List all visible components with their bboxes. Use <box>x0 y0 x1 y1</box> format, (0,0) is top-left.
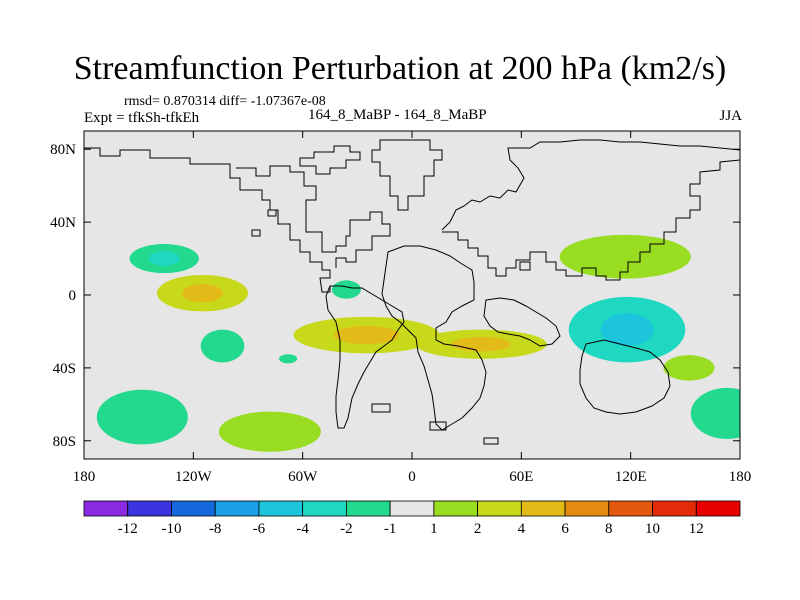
y-tick-label: 40S <box>53 361 76 377</box>
colorbar-label: 8 <box>605 521 613 537</box>
coastline-island-1 <box>267 209 277 217</box>
coastline-arabia-india <box>483 297 561 347</box>
colorbar-label: -12 <box>118 521 138 537</box>
colorbar-swatch <box>608 500 653 517</box>
coastline-africa <box>381 245 487 431</box>
coastline-arctic-islands <box>299 145 361 175</box>
coastline-antarctic-peninsula <box>371 403 391 413</box>
colorbar-label: -4 <box>296 521 309 537</box>
coastline-island-2 <box>251 229 261 237</box>
y-tick-label: 40N <box>50 215 76 231</box>
anomaly-core-2 <box>181 284 223 303</box>
x-axis: 180 120W 60W 0 60E 120E 180 <box>73 131 752 485</box>
anomaly-region-4 <box>278 354 298 364</box>
colorbar-label: -8 <box>209 521 222 537</box>
y-tick-label: 80S <box>53 434 76 450</box>
experiment-label: Expt = tfkSh-tfkEh <box>84 110 200 126</box>
x-tick-label: 0 <box>408 469 416 485</box>
colorbar-swatch <box>345 500 391 517</box>
x-tick-label: 60E <box>509 469 533 485</box>
chart-title: Streamfunction Perturbation at 200 hPa (… <box>73 50 727 87</box>
anomaly-region-12 <box>663 355 715 381</box>
anomaly-core-11 <box>600 313 654 347</box>
anomaly-core-6 <box>333 325 400 345</box>
colorbar-label: 6 <box>561 521 569 537</box>
anomaly-region-9 <box>218 411 321 452</box>
x-tick-label: 180 <box>729 469 752 485</box>
x-tick-label: 180 <box>73 469 96 485</box>
colorbar: -12 -10 -8 -6 -4 -2 -1 1 2 4 6 8 10 12 <box>83 500 741 537</box>
colorbar-label: -6 <box>253 521 266 537</box>
colorbar-swatch <box>695 500 741 517</box>
anomaly-core-7 <box>451 336 511 352</box>
anomaly-region-8 <box>96 389 188 445</box>
y-tick-label: 80N <box>50 142 76 158</box>
anomaly-region-13 <box>690 387 740 439</box>
stats-text: rmsd= 0.870314 diff= -1.07367e-08 <box>124 94 326 109</box>
x-tick-label: 60W <box>288 469 318 485</box>
coastline-layer <box>84 139 740 445</box>
anomaly-core-1 <box>148 251 180 266</box>
colorbar-label: -2 <box>340 521 353 537</box>
anomaly-region-5 <box>331 280 361 299</box>
x-tick-label: 120E <box>615 469 647 485</box>
coastline-island-3 <box>519 261 531 271</box>
colorbar-swatch <box>302 500 347 517</box>
coastline-north-america-east <box>236 165 391 268</box>
colorbar-label: 1 <box>430 521 438 537</box>
season-label: JJA <box>719 108 742 124</box>
colorbar-swatch <box>171 500 216 517</box>
colorbar-label: 10 <box>645 521 660 537</box>
colorbar-swatch <box>520 500 566 517</box>
colorbar-swatch <box>214 500 260 517</box>
colorbar-swatch <box>652 500 697 517</box>
colorbar-swatch <box>433 500 479 517</box>
colorbar-swatch <box>389 500 435 517</box>
x-tick-label: 120W <box>175 469 213 485</box>
coastline-asia-east <box>442 159 740 281</box>
y-axis: 80N 40N 0 40S 80S <box>50 142 740 450</box>
coastline-australia <box>579 339 671 415</box>
coastline-south-america <box>325 285 405 429</box>
anomaly-region-3 <box>200 329 245 363</box>
colorbar-label: -10 <box>161 521 181 537</box>
colorbar-swatch <box>83 500 129 517</box>
coastline-eurasia <box>441 139 740 231</box>
colorbar-swatch <box>477 500 522 517</box>
colorbar-label: 4 <box>518 521 526 537</box>
colorbar-swatch <box>564 500 610 517</box>
colorbar-label: 12 <box>689 521 704 537</box>
case-label: 164_8_MaBP - 164_8_MaBP <box>308 107 487 123</box>
colorbar-label: -1 <box>384 521 397 537</box>
colorbar-swatch <box>127 500 172 517</box>
colorbar-swatch <box>258 500 304 517</box>
coastline-antarctic-island <box>483 437 499 445</box>
anomaly-field-layer <box>96 234 740 452</box>
coastline-antarctic-segment <box>429 421 447 431</box>
colorbar-label: 2 <box>474 521 482 537</box>
y-tick-label: 0 <box>69 288 77 304</box>
coastline-greenland <box>371 139 443 211</box>
